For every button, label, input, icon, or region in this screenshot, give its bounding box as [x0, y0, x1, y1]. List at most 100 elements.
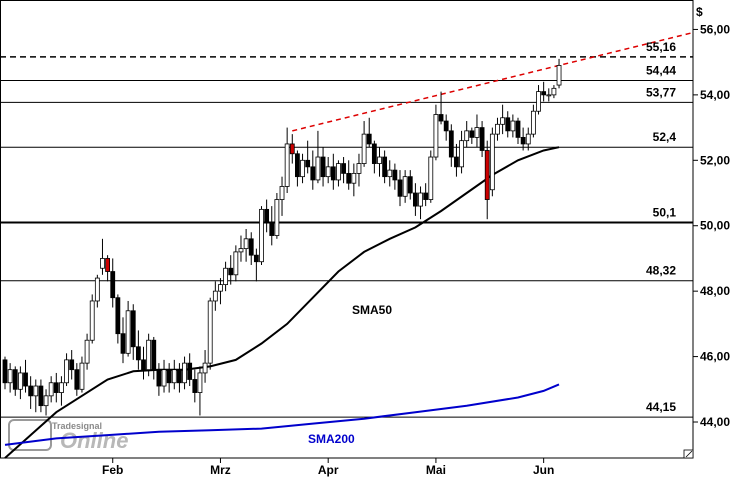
y-tick-label: 56,00 — [700, 22, 730, 36]
candle-body — [192, 379, 198, 393]
candle — [484, 140, 490, 220]
candle-body — [79, 362, 85, 390]
candle — [177, 363, 182, 393]
candle-body — [48, 382, 54, 397]
candle — [330, 153, 336, 190]
candle-body — [438, 114, 444, 122]
candle-body — [182, 362, 187, 384]
candle-body — [310, 166, 316, 181]
candle — [23, 359, 28, 393]
candle — [536, 85, 541, 115]
candle-body — [366, 133, 372, 145]
candle-body — [382, 156, 388, 178]
candle — [166, 363, 172, 393]
candle-body — [546, 94, 552, 97]
svg-text:Online: Online — [60, 428, 128, 453]
sma200-annotation: SMA200 — [308, 432, 355, 446]
candle — [551, 85, 557, 99]
candle-body — [469, 130, 475, 138]
candle — [469, 127, 475, 144]
candle-body — [38, 385, 44, 407]
candle-body — [269, 222, 275, 236]
level-label: 52,4 — [653, 130, 677, 144]
x-tick-label: Jun — [533, 463, 554, 477]
candle-body — [495, 123, 500, 135]
candle — [38, 379, 44, 413]
candle-body — [551, 87, 557, 96]
candle-body — [156, 369, 162, 387]
candle-body — [53, 382, 59, 393]
candle — [530, 104, 536, 138]
candle-body — [541, 91, 547, 96]
candle-body — [17, 372, 23, 390]
sma50-annotation: SMA50 — [352, 303, 392, 317]
candle-body — [120, 333, 126, 354]
candle-body — [423, 192, 429, 200]
level-label: 44,15 — [646, 400, 676, 414]
candle — [351, 163, 357, 197]
candle-body — [94, 277, 100, 302]
candle-body — [2, 359, 8, 384]
candle — [141, 346, 146, 380]
candle-body — [397, 179, 403, 197]
candle-body — [105, 258, 110, 272]
candle — [12, 366, 18, 396]
candle — [17, 366, 23, 400]
candle — [371, 140, 377, 174]
resistance-trendline — [292, 31, 693, 132]
candle — [320, 147, 326, 187]
candle-body — [412, 192, 418, 207]
candle-body — [536, 91, 541, 112]
candle — [197, 366, 203, 416]
candle — [433, 104, 439, 161]
candle-body — [207, 300, 213, 364]
candle-body — [500, 117, 506, 125]
candle-body — [100, 258, 105, 269]
candle — [489, 127, 495, 197]
candle — [7, 363, 13, 393]
candle — [495, 117, 500, 141]
candle — [89, 294, 95, 344]
candle-body — [12, 369, 18, 390]
level-label: 53,77 — [646, 85, 676, 99]
candle-body — [135, 346, 141, 361]
candle — [2, 356, 8, 390]
candle-body — [161, 369, 167, 387]
candle-body — [166, 369, 172, 384]
candle-body — [125, 310, 131, 354]
candle — [392, 163, 398, 190]
x-tick-label: Apr — [318, 463, 339, 477]
candle-body — [248, 238, 254, 256]
candle-body — [520, 136, 526, 145]
candle-body — [146, 339, 152, 371]
candle — [479, 121, 485, 158]
candle — [218, 278, 223, 305]
candle — [238, 235, 244, 262]
candle — [130, 304, 136, 360]
candle — [505, 111, 511, 138]
candle — [105, 255, 110, 282]
candle-body — [171, 369, 177, 384]
candle-body — [212, 290, 218, 302]
candle — [546, 88, 552, 102]
x-tick-label: Feb — [102, 463, 123, 477]
x-tick-label: Mrz — [210, 463, 231, 477]
candle-body — [74, 369, 80, 390]
candle — [500, 104, 506, 135]
candle — [156, 363, 162, 396]
candle-body — [356, 163, 362, 174]
candle-body — [259, 208, 264, 263]
candle-body — [28, 385, 34, 397]
level-label: 54,44 — [646, 63, 676, 77]
tradesignal-logo: Tradesignal Online — [8, 419, 128, 453]
level-label: 48,32 — [646, 264, 676, 278]
candle-body — [320, 156, 326, 178]
candle — [407, 170, 413, 200]
candle — [182, 356, 187, 390]
candle-body — [428, 156, 434, 200]
candle — [100, 238, 105, 275]
candle — [356, 153, 362, 187]
resize-handle-icon[interactable] — [683, 449, 694, 459]
candle-body — [89, 300, 95, 341]
